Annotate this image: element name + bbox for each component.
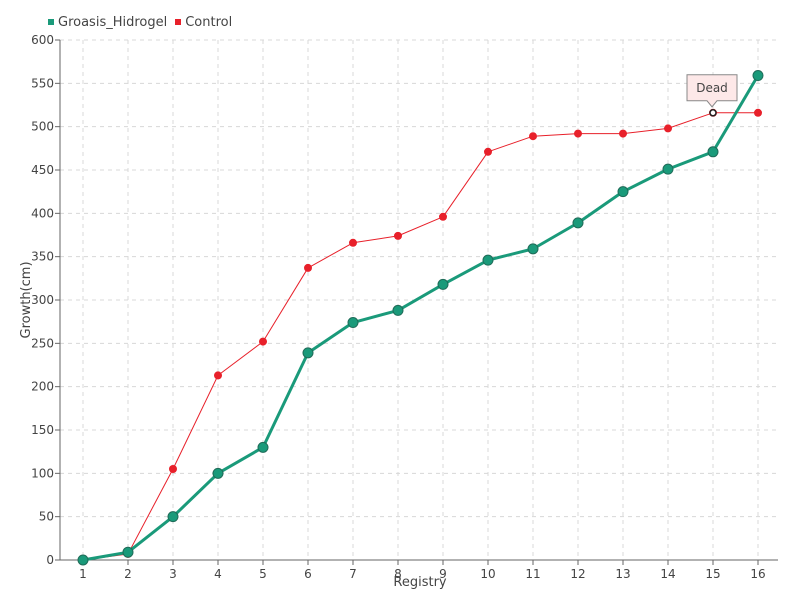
data-point-control[interactable] (574, 129, 582, 138)
series-line-groasis-hidrogel (82, 74, 760, 562)
x-tick-label: 12 (570, 567, 585, 581)
data-point-groasis-hidrogel[interactable] (482, 254, 494, 266)
data-point-control[interactable] (394, 231, 402, 240)
y-tick-label: 50 (39, 510, 54, 524)
x-tick-label: 6 (304, 567, 312, 581)
x-tick-label: 1 (79, 567, 87, 581)
data-point-control[interactable] (349, 238, 357, 247)
y-tick-label: 150 (31, 423, 54, 437)
data-point-groasis-hidrogel[interactable] (257, 441, 269, 453)
series (77, 70, 764, 566)
data-point-groasis-hidrogel[interactable] (392, 304, 404, 316)
grid (60, 39, 778, 560)
x-axis-label: Registry (393, 575, 447, 590)
x-tick-label: 2 (124, 567, 132, 581)
x-tick-label: 4 (214, 567, 222, 581)
y-tick-label: 350 (31, 250, 54, 264)
data-point-control[interactable] (304, 263, 312, 272)
data-point-control[interactable] (214, 371, 222, 380)
y-tick-label: 400 (31, 206, 54, 220)
data-point-groasis-hidrogel[interactable] (572, 217, 584, 229)
y-tick-label: 300 (31, 293, 54, 307)
data-point-control[interactable] (619, 129, 627, 138)
data-point-groasis-hidrogel[interactable] (302, 347, 314, 359)
data-point-groasis-hidrogel[interactable] (707, 146, 719, 158)
annotation-marker (709, 109, 717, 117)
legend-item-groasis-hidrogel[interactable]: Groasis_Hidrogel (48, 15, 167, 30)
x-tick-label: 8 (394, 567, 402, 581)
x-tick-label: 11 (525, 567, 540, 581)
y-tick-label: 600 (31, 33, 54, 47)
y-tick-label: 100 (31, 466, 54, 480)
data-point-groasis-hidrogel[interactable] (77, 554, 89, 566)
y-tick-label: 200 (31, 380, 54, 394)
data-point-groasis-hidrogel[interactable] (617, 186, 629, 198)
data-point-groasis-hidrogel[interactable] (752, 70, 764, 82)
x-tick-label: 14 (660, 567, 675, 581)
data-point-groasis-hidrogel[interactable] (662, 163, 674, 175)
legend-label-groasis-hidrogel: Groasis_Hidrogel (58, 14, 168, 30)
legend-swatch-groasis-hidrogel (48, 19, 54, 25)
data-point-groasis-hidrogel[interactable] (527, 243, 539, 255)
data-point-control[interactable] (664, 124, 672, 133)
x-tick-label: 5 (259, 567, 267, 581)
data-point-control[interactable] (259, 337, 267, 346)
data-point-groasis-hidrogel[interactable] (122, 546, 134, 558)
y-tick-label: 0 (46, 553, 54, 567)
x-tick-label: 15 (705, 567, 720, 581)
x-tick-label: 16 (750, 567, 765, 581)
data-point-control[interactable] (484, 147, 492, 156)
x-tick-label: 9 (439, 567, 447, 581)
series-line-control (82, 112, 758, 561)
legend-label-control: Control (185, 14, 233, 30)
y-axis-label: Growth(cm) (19, 261, 34, 338)
legend-swatch-control (175, 19, 182, 25)
x-tick-label: 10 (480, 567, 495, 581)
x-tick-label: 7 (349, 567, 357, 581)
data-point-control[interactable] (439, 212, 447, 221)
data-point-control[interactable] (169, 465, 177, 473)
data-point-groasis-hidrogel[interactable] (347, 317, 359, 329)
data-point-control[interactable] (754, 108, 762, 117)
data-point-groasis-hidrogel[interactable] (437, 278, 449, 290)
data-point-control[interactable] (529, 132, 537, 141)
y-tick-label: 550 (31, 76, 54, 90)
data-point-groasis-hidrogel[interactable] (212, 467, 224, 479)
annotation-label: Dead (696, 81, 728, 95)
legend: Groasis_Hidrogel Control (48, 12, 232, 32)
x-tick-label: 13 (615, 567, 630, 581)
y-tick-label: 500 (31, 120, 54, 134)
x-tick-label: 3 (169, 567, 177, 581)
data-point-groasis-hidrogel[interactable] (167, 511, 179, 523)
annotations: Dead (686, 74, 738, 117)
legend-item-control[interactable]: Control (175, 15, 232, 30)
annotation-callout (686, 74, 738, 108)
y-tick-label: 450 (31, 163, 54, 177)
y-tick-label: 250 (31, 336, 54, 350)
